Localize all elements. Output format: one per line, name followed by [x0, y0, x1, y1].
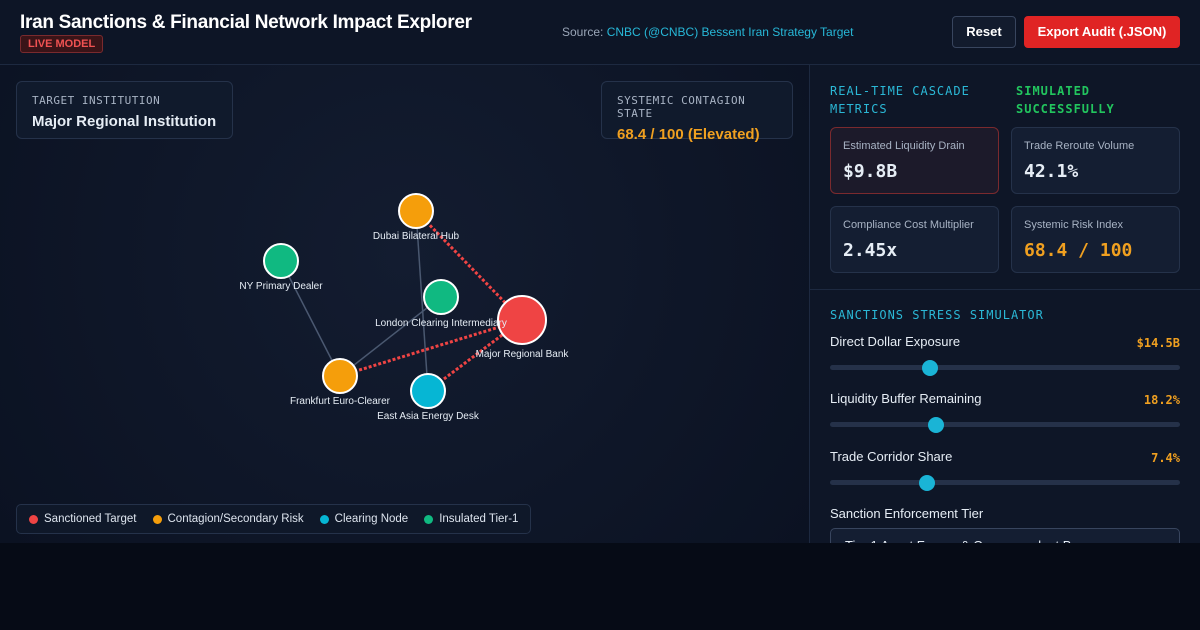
node[interactable]	[497, 295, 547, 345]
slider-label: Liquidity Buffer Remaining	[830, 391, 982, 406]
node[interactable]	[398, 193, 434, 229]
metric-label: Compliance Cost Multiplier	[843, 219, 974, 231]
legend-item: Clearing Node	[319, 513, 409, 525]
legend-item: Insulated Tier-1	[424, 513, 518, 525]
metric-label: Estimated Liquidity Drain	[843, 140, 965, 152]
source-link[interactable]: CNBC (@CNBC) Bessent Iran Strategy Targe…	[606, 25, 854, 39]
slider-value: 18.2%	[1143, 393, 1180, 407]
node-label: London Clearing Intermediary	[375, 318, 507, 329]
export-button[interactable]: Export Audit (.JSON)	[1024, 16, 1180, 48]
node[interactable]	[263, 243, 299, 279]
sanction-edge	[339, 318, 523, 378]
node[interactable]	[410, 373, 446, 409]
slider-label: Trade Corridor Share	[830, 449, 953, 464]
node[interactable]	[322, 358, 358, 394]
metric-value: 2.45x	[843, 240, 898, 261]
metric-value: 68.4 / 100	[1024, 240, 1133, 261]
metric-card: Trade Reroute Volume 42.1%	[1011, 127, 1180, 194]
source-label: Source:	[562, 25, 604, 39]
edge	[339, 296, 442, 377]
legend-item: Sanctioned Target	[29, 513, 137, 525]
network-graph: Dubai Bilateral Hub NY Primary Dealer Lo…	[239, 193, 570, 422]
slider-value: 7.4%	[1151, 451, 1180, 465]
node-label: NY Primary Dealer	[239, 281, 323, 292]
node-label: Dubai Bilateral Hub	[373, 231, 460, 242]
select-label: Sanction Enforcement Tier	[830, 506, 984, 521]
card-value: 68.4 / 100 (Elevated)	[617, 126, 760, 143]
tier-select[interactable]: Tier 1 Asset Freeze & Correspondent Ban	[830, 528, 1180, 543]
node-label: Frankfurt Euro-Clearer	[290, 396, 391, 407]
slider-value: $14.5B	[1136, 336, 1180, 350]
target-card: TARGET INSTITUTION Major Regional Instit…	[16, 81, 233, 139]
state-card: SYSTEMIC CONTAGION STATE 68.4 / 100 (Ele…	[601, 81, 793, 143]
metric-card: Compliance Cost Multiplier 2.45x	[830, 206, 999, 273]
legend-label: Clearing Node	[334, 513, 409, 525]
network-panel: TARGET INSTITUTION Major Regional Instit…	[0, 65, 810, 543]
side-panel: REAL-TIME CASCADE METRICS SIMULATED SUCC…	[810, 65, 1200, 543]
metric-label: Systemic Risk Index	[1024, 219, 1124, 231]
source: Source: CNBC (@CNBC) Bessent Iran Strate…	[562, 25, 853, 39]
title: Iran Sanctions & Financial Network Impac…	[20, 12, 472, 33]
header: Iran Sanctions & Financial Network Impac…	[0, 0, 1200, 65]
metric-card: Systemic Risk Index 68.4 / 100	[1011, 206, 1180, 273]
legend: Sanctioned Target Contagion/Secondary Ri…	[16, 504, 532, 534]
node-label: East Asia Energy Desk	[377, 411, 480, 422]
metric-card: Estimated Liquidity Drain $9.8B	[830, 127, 999, 194]
card-value: Major Regional Institution	[32, 113, 217, 130]
legend-label: Contagion/Secondary Risk	[167, 513, 304, 525]
metrics-heading: REAL-TIME CASCADE METRICS	[830, 84, 970, 116]
metric-value: $9.8B	[843, 161, 898, 182]
sanction-edge	[414, 209, 524, 322]
metric-value: 42.1%	[1024, 161, 1079, 182]
edge	[280, 260, 341, 377]
node[interactable]	[423, 279, 459, 315]
reset-button[interactable]: Reset	[952, 16, 1016, 48]
badge: LIVE MODEL	[20, 35, 104, 53]
slider-label: Direct Dollar Exposure	[830, 334, 961, 349]
metric-label: Trade Reroute Volume	[1024, 140, 1135, 152]
simulator-heading: SANCTIONS STRESS SIMULATOR	[830, 308, 1044, 322]
legend-item: Contagion/Secondary Risk	[152, 513, 304, 525]
node-label: Major Regional Bank	[476, 349, 570, 360]
legend-label: Insulated Tier-1	[439, 513, 519, 525]
legend-label: Sanctioned Target	[44, 513, 137, 525]
divider	[810, 289, 1200, 290]
card-label: SYSTEMIC CONTAGION STATE	[617, 94, 746, 120]
slider[interactable]: Trade Corridor Share 7.4%	[830, 449, 1180, 494]
card-label: TARGET INSTITUTION	[32, 94, 161, 107]
edge	[415, 210, 429, 392]
slider[interactable]: Liquidity Buffer Remaining 18.2%	[830, 391, 1180, 436]
slider[interactable]: Direct Dollar Exposure $14.5B	[830, 334, 1180, 379]
metrics-status: SIMULATED SUCCESSFULLY	[1016, 84, 1115, 116]
